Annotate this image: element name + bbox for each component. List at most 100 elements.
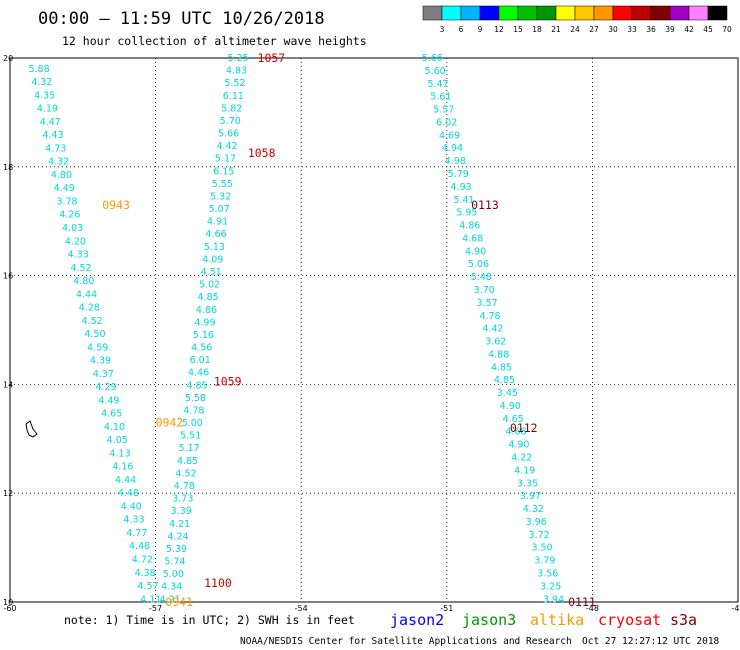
wave-value: 4.21	[160, 594, 181, 605]
wave-value: 5.58	[185, 393, 206, 404]
satellite-jason2: jason2	[390, 611, 444, 629]
wave-value: 3.50	[531, 543, 552, 554]
wave-value: 4.19	[37, 104, 58, 115]
wave-value: 4.35	[34, 90, 55, 101]
wave-value: 4.48	[129, 541, 150, 552]
wave-value: 5.79	[448, 169, 469, 180]
wave-value: 4.44	[76, 289, 97, 300]
wave-value: 3.78	[56, 196, 77, 207]
pass-time-label: 0942	[156, 415, 184, 429]
wave-value: 6.11	[223, 91, 244, 102]
wave-value: 4.29	[96, 382, 117, 393]
wave-value: 4.09	[202, 254, 223, 265]
wave-value: 4.85	[186, 380, 207, 391]
plot-frame	[9, 57, 739, 603]
wave-value: 5.07	[209, 204, 230, 215]
pass-time-label: 0941	[165, 595, 193, 609]
footer-timestamp: Oct 27 12:27:12 UTC 2018	[582, 636, 720, 647]
wave-value: 4.85	[491, 362, 512, 373]
wave-value: 4.86	[196, 305, 217, 316]
legend-swatch	[536, 5, 557, 21]
legend-label: 27	[589, 25, 599, 34]
wave-value: 4.93	[451, 182, 472, 193]
wave-value: 4.05	[107, 435, 128, 446]
wave-value: 4.78	[183, 405, 204, 416]
y-tick-label: 12	[3, 489, 13, 498]
wave-value: 4.47	[40, 117, 61, 128]
legend-label: 18	[532, 25, 542, 34]
wave-value: 4.03	[62, 223, 83, 234]
wave-value: 5.70	[220, 116, 241, 127]
legend-swatch	[707, 5, 728, 21]
legend-label: 45	[703, 25, 713, 34]
wave-value: 4.66	[205, 229, 226, 240]
x-tick-label: -45	[731, 604, 740, 613]
wave-value: 5.17	[179, 443, 200, 454]
wave-value: 5.06	[468, 259, 489, 270]
wave-value: 4.69	[439, 130, 460, 141]
axis-tick-labels: -60 -57 -54 -51 -48 -45 10 12 14 16 18 20	[3, 54, 740, 613]
wave-value: 4.68	[505, 427, 526, 438]
legend-swatch	[593, 5, 614, 21]
wave-value: 4.52	[175, 468, 196, 479]
pass-time-labels: 1057 1058 0943 0113 1059 0942 0112 1100 0941 0111	[102, 51, 596, 609]
wave-value: 4.56	[191, 343, 212, 354]
wave-value: 5.74	[164, 557, 185, 568]
x-tick-label: -57	[149, 604, 162, 613]
wave-value: 4.32	[523, 504, 544, 515]
wave-value: 4.85	[177, 456, 198, 467]
wave-value: 4.46	[188, 368, 209, 379]
legend-label: 6	[459, 25, 464, 34]
legend-swatch	[441, 5, 462, 21]
wave-value: 3.96	[526, 517, 547, 528]
wave-value: 5.61	[430, 92, 451, 103]
wave-value: 5.52	[224, 78, 245, 89]
wave-value: 4.78	[174, 481, 195, 492]
wave-value: 5.88	[29, 64, 50, 75]
wave-value: 4.43	[42, 130, 63, 141]
legend-label: 70	[722, 25, 732, 34]
y-tick-label: 14	[3, 380, 13, 389]
wave-value: 4.80	[73, 276, 94, 287]
wave-value: 5.66	[422, 53, 443, 64]
wave-value: 4.44	[115, 475, 136, 486]
legend-swatch	[517, 5, 538, 21]
wave-value: 4.90	[465, 246, 486, 257]
wave-value: 4.20	[65, 236, 86, 247]
satellite-jason3: jason3	[462, 611, 516, 629]
wave-value: 5.41	[453, 195, 474, 206]
wave-value: 4.49	[98, 395, 119, 406]
legend-swatch	[574, 5, 595, 21]
wave-value: 4.33	[68, 250, 89, 261]
legend-label: 3	[440, 25, 445, 34]
wave-value: 5.16	[193, 330, 214, 341]
satellite-legend: jason2 jason3 altika cryosat s3a	[390, 611, 697, 629]
wave-value: 4.52	[82, 316, 103, 327]
chart-title: 00:00 – 11:59 UTC 10/26/2018	[38, 9, 325, 29]
legend-swatch	[555, 5, 576, 21]
wave-value: 4.19	[514, 465, 535, 476]
wave-value: 5.51	[180, 431, 201, 442]
legend-swatch	[498, 5, 519, 21]
wave-value: 5.25	[228, 53, 249, 64]
wave-value: 3.25	[540, 581, 561, 592]
wave-value: 4.42	[482, 324, 503, 335]
wave-value: 4.33	[123, 515, 144, 526]
wave-value: 5.57	[433, 105, 454, 116]
pass-time-label: 0943	[102, 198, 130, 212]
wave-value: 4.24	[167, 531, 188, 542]
wave-value: 4.80	[51, 170, 72, 181]
pass-time-label: 1058	[248, 146, 276, 160]
wave-value: 4.77	[126, 528, 147, 539]
y-tick-label: 10	[3, 598, 13, 607]
wave-value: 3.73	[172, 494, 193, 505]
legend-label: 21	[551, 25, 561, 34]
legend-swatch	[688, 5, 709, 21]
x-tick-label: -51	[440, 604, 453, 613]
wave-value: 5.02	[199, 280, 220, 291]
satellite-cryosat: cryosat	[598, 611, 661, 629]
wave-value: 4.38	[135, 568, 156, 579]
wave-value: 5.13	[204, 242, 225, 253]
wave-value: 4.68	[462, 233, 483, 244]
legend-label: 33	[627, 25, 637, 34]
